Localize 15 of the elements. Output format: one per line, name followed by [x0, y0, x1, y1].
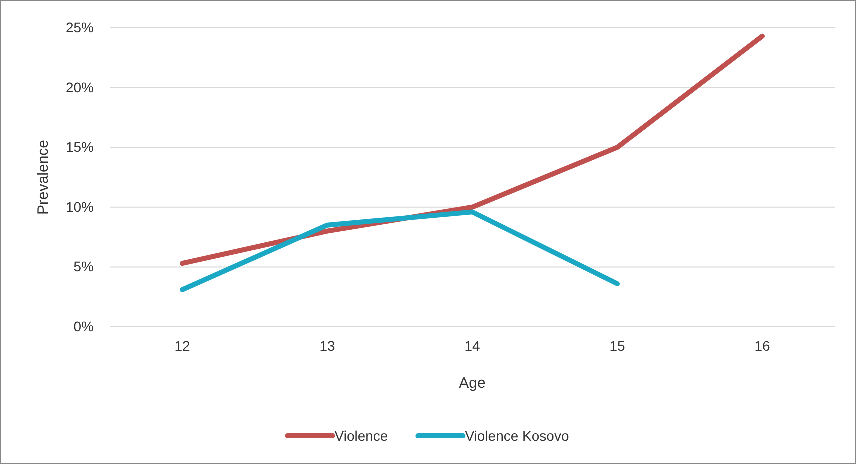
x-tick-label: 16: [754, 338, 770, 354]
y-tick-label: 10%: [66, 198, 94, 215]
x-axis-title: Age: [459, 375, 486, 392]
y-tick-label: 20%: [66, 79, 94, 96]
y-tick-label: 25%: [66, 19, 94, 36]
x-tick-label: 13: [320, 338, 336, 354]
y-tick-label: 5%: [74, 258, 94, 275]
y-tick-label: 0%: [74, 318, 94, 334]
y-tick-label: 15%: [66, 139, 94, 156]
x-tick-label: 14: [464, 338, 480, 354]
legend-label: Violence Kosovo: [465, 428, 570, 444]
y-axis-title: Prevalence: [35, 140, 52, 216]
x-tick-label: 15: [610, 338, 626, 354]
legend-label: Violence: [334, 428, 388, 444]
x-tick-label: 12: [174, 338, 190, 354]
